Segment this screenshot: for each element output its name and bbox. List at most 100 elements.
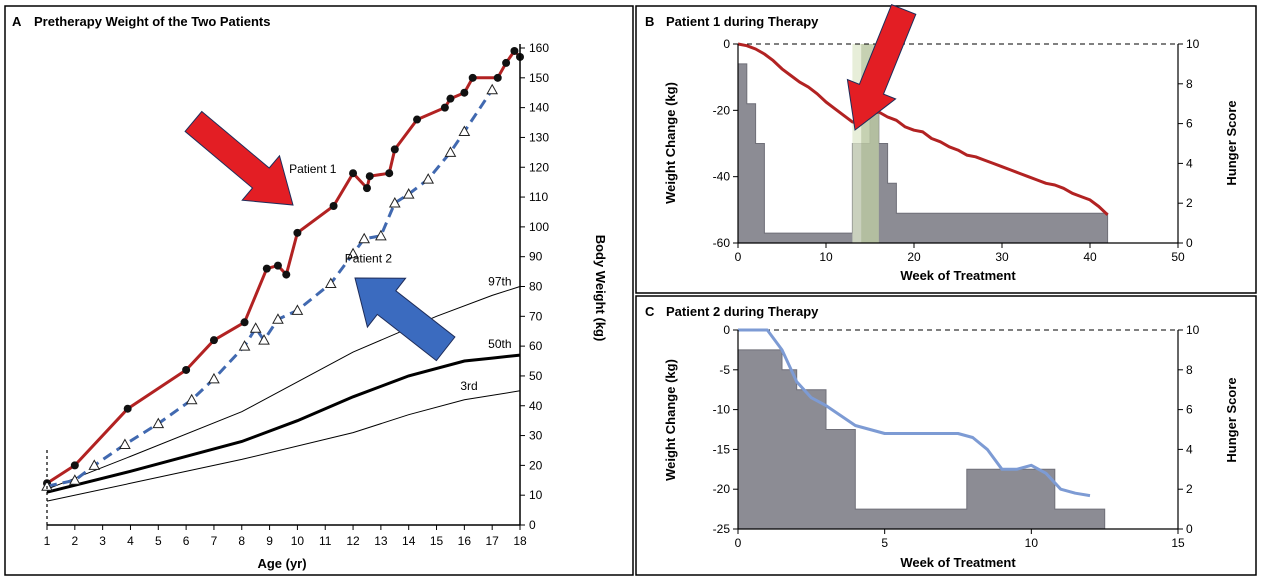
y2-tick-label: 4 xyxy=(1186,442,1193,456)
reference-curves: 97th 50th 3rd xyxy=(46,274,521,502)
reference-curve-97th xyxy=(46,286,521,490)
y2-tick-label: 10 xyxy=(1186,323,1200,337)
patient-2-point xyxy=(291,304,304,315)
reference-curve-label: 97th xyxy=(488,274,511,288)
patient-2-point xyxy=(358,232,371,244)
x-tick-label: 2 xyxy=(71,534,78,548)
y2-tick-label: 2 xyxy=(1186,482,1193,496)
x-tick-label: 20 xyxy=(907,250,921,264)
patient-2-point xyxy=(68,474,81,485)
patient-2-point xyxy=(347,247,359,259)
panel-a-frame xyxy=(4,5,634,576)
patient-2-point xyxy=(238,340,251,351)
patient-1-point xyxy=(329,202,338,211)
patient-2-point xyxy=(444,146,457,157)
panel-c-chart: C Patient 2 during Therapy 0 5 10 150-5-10-… xyxy=(645,304,1239,570)
red-arrow-panel-b xyxy=(846,3,917,131)
x-tick-label: 16 xyxy=(458,534,472,548)
reference-curve-label: 50th xyxy=(488,337,511,351)
patient-1-point xyxy=(468,73,477,82)
panel-b-y2label: Hunger Score xyxy=(1224,100,1239,185)
y-tick-label: -20 xyxy=(713,482,731,496)
patient-2-point xyxy=(402,188,415,199)
y-tick-label: 100 xyxy=(529,220,549,234)
patient-1-point xyxy=(282,270,291,279)
x-tick-label: 10 xyxy=(1025,536,1039,550)
y-tick-label: 140 xyxy=(529,101,549,115)
panel-a-ylabel: Body Weight (kg) xyxy=(593,235,608,342)
patient-1-point xyxy=(510,46,519,55)
blue-arrow-patient-2 xyxy=(354,277,456,362)
y-tick-label: 50 xyxy=(529,369,543,383)
y-tick-label: 30 xyxy=(529,429,543,443)
y-tick-label: 10 xyxy=(529,488,543,502)
patient-2-point xyxy=(388,196,401,208)
y2-tick-label: 6 xyxy=(1186,117,1193,131)
x-tick-label: 30 xyxy=(995,250,1009,264)
patient-2-point xyxy=(272,313,284,324)
y-tick-label: 90 xyxy=(529,250,543,264)
y2-tick-label: 0 xyxy=(1186,236,1193,250)
y-tick-label: 0 xyxy=(723,37,730,51)
y-tick-label: 0 xyxy=(529,518,536,532)
x-tick-label: 6 xyxy=(183,534,190,548)
patient-1-point xyxy=(293,228,302,237)
patient-1-point xyxy=(365,172,374,181)
x-tick-label: 0 xyxy=(735,250,742,264)
y2-tick-label: 10 xyxy=(1186,37,1200,51)
patient-2-point xyxy=(152,417,165,429)
x-tick-label: 13 xyxy=(374,534,388,548)
panel-a-title: Pretherapy Weight of the Two Patients xyxy=(34,14,270,29)
patient-2-point xyxy=(375,229,387,241)
patient-1-point xyxy=(385,169,394,178)
y2-tick-label: 4 xyxy=(1186,156,1193,170)
y-tick-label: -10 xyxy=(713,403,731,417)
patient-2-line xyxy=(46,88,494,488)
y-tick-label: 0 xyxy=(723,323,730,337)
patient-1-point xyxy=(209,336,218,345)
y2-tick-label: 6 xyxy=(1186,403,1193,417)
y-tick-label: 110 xyxy=(529,190,548,204)
panel-b-chart: B Patient 1 during Therapy 0 10 20 30 40 500-… xyxy=(645,14,1239,283)
x-tick-label: 50 xyxy=(1171,250,1185,264)
patient-1-point xyxy=(460,88,469,97)
patient-series: Patient 1 Patient 2 xyxy=(41,46,524,491)
y2-tick-label: 2 xyxy=(1186,196,1193,210)
patient-1-point xyxy=(182,365,191,374)
patient-1-point xyxy=(349,169,358,178)
x-tick-label: 3 xyxy=(99,534,106,548)
y-tick-label: -15 xyxy=(713,442,731,456)
y-tick-label: 150 xyxy=(529,71,549,85)
panel-c-letter: C xyxy=(645,304,655,319)
patient-1-point xyxy=(413,115,422,124)
panel-a-letter: A xyxy=(12,14,22,29)
y-tick-label: 70 xyxy=(529,309,543,323)
panel-a-axes: 1 2 3 4 5 6 7 8 9 10 11 12 13 14 15 16 17 180102030405060… xyxy=(44,41,550,548)
x-tick-label: 11 xyxy=(319,534,332,548)
reference-curve-label: 3rd xyxy=(460,379,477,393)
patient-1-point xyxy=(273,261,282,270)
x-tick-label: 18 xyxy=(513,534,527,548)
weight-change-line xyxy=(738,328,1091,498)
x-tick-label: 0 xyxy=(735,536,742,550)
x-tick-label: 10 xyxy=(291,534,305,548)
x-tick-label: 8 xyxy=(238,534,245,548)
patient-1-label: Patient 1 xyxy=(289,162,337,176)
panel-b-title: Patient 1 during Therapy xyxy=(666,14,819,29)
patient-2-point xyxy=(422,173,435,184)
y-tick-label: 120 xyxy=(529,160,549,174)
patient-1-line xyxy=(46,48,522,485)
y-tick-label: 20 xyxy=(529,458,543,472)
hunger-score-area xyxy=(737,349,1106,530)
patient-1-point xyxy=(440,103,449,112)
patient-2-point xyxy=(458,125,471,136)
patient-2-point xyxy=(185,393,198,405)
y-tick-label: 130 xyxy=(529,130,549,144)
patient-1-point xyxy=(262,264,271,273)
y-tick-label: -40 xyxy=(713,170,731,184)
patient-2-point xyxy=(258,334,270,345)
patient-1-point xyxy=(446,94,455,103)
y-tick-label: 60 xyxy=(529,339,543,353)
patient-2-point xyxy=(208,372,220,384)
